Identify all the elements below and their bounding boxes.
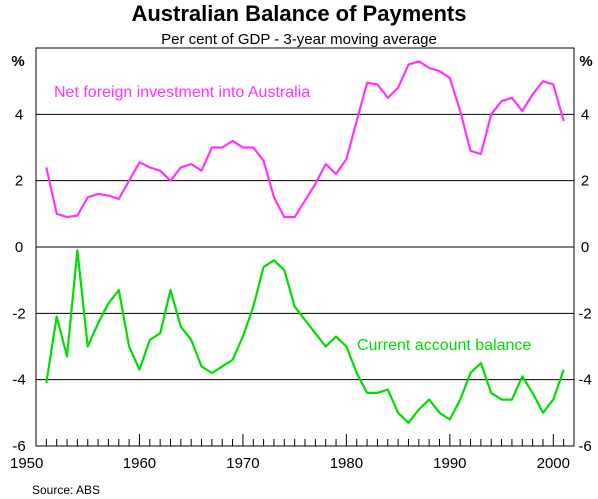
series-label-current-account: Current account balance [357, 337, 531, 354]
y-tick-label-right: 0 [581, 239, 589, 256]
x-tick-label: 1970 [226, 455, 259, 472]
series-line-current-account [45, 249, 565, 424]
chart-title: Australian Balance of Payments [131, 1, 466, 26]
y-tick-label-left: -4 [12, 372, 25, 389]
series-label-net-foreign-investment: Net foreign investment into Australia [54, 84, 310, 101]
x-axis-labels: 1950 1960 1970 1980 1990 2000 [10, 455, 570, 472]
x-tick-label: 1990 [433, 455, 466, 472]
y-tick-label-right: -4 [578, 372, 591, 389]
y-tick-label-right: 4 [581, 106, 589, 123]
y-tick-label-left: 0 [15, 239, 23, 256]
chart-source: Source: ABS [32, 483, 100, 497]
chart-subtitle: Per cent of GDP - 3-year moving average [161, 31, 437, 48]
y-tick-label-left: -6 [12, 438, 25, 455]
y-unit-left: % [11, 53, 24, 70]
y-tick-label-left: 4 [15, 106, 23, 123]
y-axis-right-labels: 4 2 0 -2 -4 -6 [578, 106, 591, 455]
y-unit-right: % [579, 53, 592, 70]
y-tick-label-right: 2 [581, 173, 589, 190]
x-tick-label: 1950 [10, 455, 43, 472]
y-tick-label-left: 2 [15, 173, 23, 190]
x-tick-label: 2000 [537, 455, 570, 472]
gridlines [36, 113, 574, 381]
series-line-net-foreign-investment [45, 60, 565, 219]
x-tick-label: 1980 [330, 455, 363, 472]
y-tick-label-left: -2 [12, 305, 25, 322]
y-tick-label-right: -2 [578, 305, 591, 322]
series-lines [45, 60, 565, 424]
y-axis-left-labels: 4 2 0 -2 -4 -6 [12, 106, 25, 455]
x-tick-marks [45, 434, 565, 446]
x-tick-label: 1960 [123, 455, 156, 472]
y-tick-label-right: -6 [578, 438, 591, 455]
